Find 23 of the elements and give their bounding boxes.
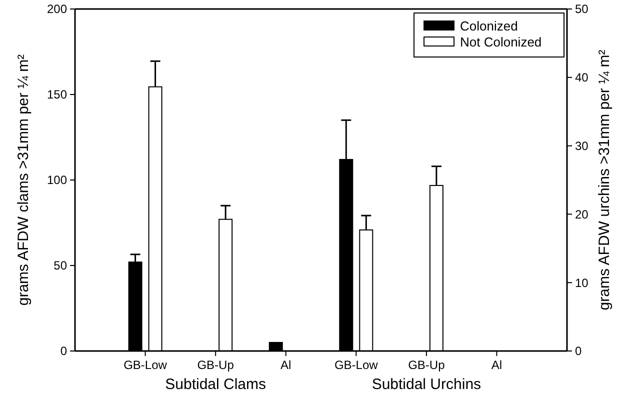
y2-tick-label: 30 [575, 139, 589, 153]
y2-tick-label: 10 [575, 276, 589, 290]
y2-tick-label: 0 [575, 344, 582, 358]
x-tick-label: GB-Up [197, 358, 234, 372]
x-tick-label: GB-Low [334, 358, 378, 372]
text: Subtidal Urchins [372, 376, 482, 393]
y-tick-label: 100 [46, 173, 68, 188]
y2-tick-label: 50 [575, 2, 589, 16]
x-tick-label: GB-Up [408, 358, 446, 372]
y-tick-label: 50 [54, 258, 68, 273]
y2-tick-label: 40 [575, 70, 589, 85]
y2-tick-label: 20 [575, 207, 589, 222]
y-tick-label: 0 [60, 344, 68, 358]
y-tick-label: 150 [46, 88, 68, 102]
y-axis-title: grams AFDW clams >31mm per ¼ m² [15, 54, 32, 306]
text: Subtidal Clams [165, 376, 266, 393]
legend-label: Colonized [460, 18, 518, 34]
legend-label: Not Colonized [460, 34, 542, 50]
x-tick-label: Al [491, 358, 502, 372]
x-tick-label: GB-Low [124, 358, 168, 372]
x-tick-label: Al [280, 358, 292, 372]
y2-axis-title: grams AFDW urchins >31mm per ¼ m² [596, 50, 613, 310]
y-tick-label: 200 [46, 2, 68, 16]
